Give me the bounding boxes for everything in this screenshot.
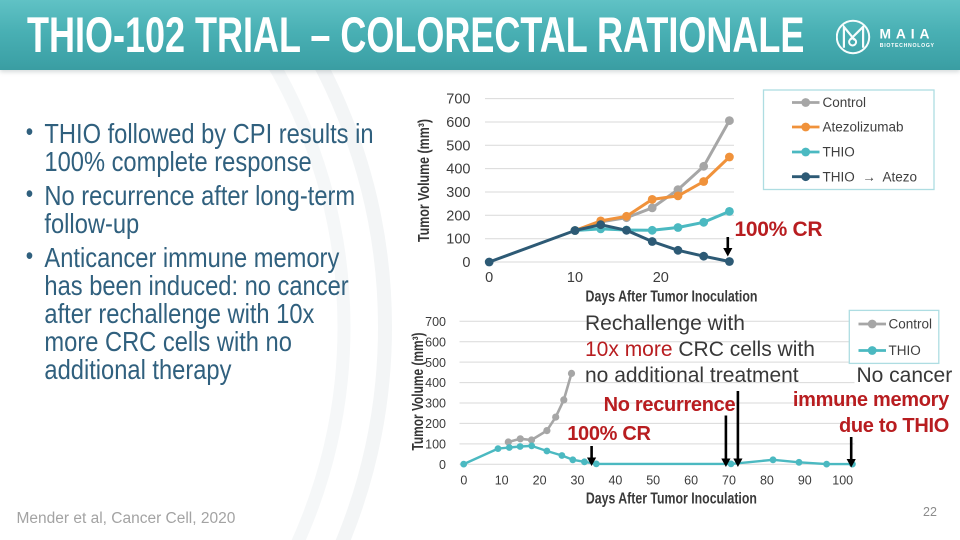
svg-text:100: 100 xyxy=(446,232,470,248)
svg-text:0: 0 xyxy=(462,255,470,271)
svg-text:300: 300 xyxy=(425,397,446,411)
svg-text:300: 300 xyxy=(446,185,470,201)
svg-text:600: 600 xyxy=(446,115,470,131)
svg-text:400: 400 xyxy=(446,162,470,178)
svg-text:Control: Control xyxy=(823,95,867,110)
svg-text:200: 200 xyxy=(425,417,446,431)
svg-text:THIO: THIO xyxy=(889,343,921,358)
svg-text:100: 100 xyxy=(425,438,446,452)
svg-text:70: 70 xyxy=(722,474,736,488)
svg-text:20: 20 xyxy=(653,270,669,286)
svg-text:700: 700 xyxy=(446,92,470,108)
svg-text:30: 30 xyxy=(571,474,585,488)
svg-text:80: 80 xyxy=(760,474,774,488)
svg-text:20: 20 xyxy=(533,474,547,488)
svg-text:100: 100 xyxy=(832,474,853,488)
svg-text:500: 500 xyxy=(425,356,446,370)
svg-text:Days After Tumor Inoculation: Days After Tumor Inoculation xyxy=(586,289,758,306)
svg-text:90: 90 xyxy=(798,474,812,488)
svg-text:THIO → Atezo: THIO → Atezo xyxy=(823,169,918,184)
svg-text:0: 0 xyxy=(460,474,467,488)
svg-text:600: 600 xyxy=(425,335,446,349)
svg-text:0: 0 xyxy=(485,270,493,286)
svg-text:10: 10 xyxy=(495,474,509,488)
svg-text:10: 10 xyxy=(567,270,583,286)
svg-text:Days After Tumor Inoculation: Days After Tumor Inoculation xyxy=(586,491,757,508)
svg-text:40: 40 xyxy=(608,474,622,488)
svg-text:60: 60 xyxy=(684,474,698,488)
svg-text:50: 50 xyxy=(646,474,660,488)
svg-text:BIOTECHNOLOGY: BIOTECHNOLOGY xyxy=(880,43,935,49)
svg-text:400: 400 xyxy=(425,376,446,390)
svg-text:THIO: THIO xyxy=(823,145,855,160)
svg-text:200: 200 xyxy=(446,208,470,224)
svg-text:MAIA: MAIA xyxy=(880,27,935,42)
svg-text:Control: Control xyxy=(889,317,933,332)
svg-text:700: 700 xyxy=(425,315,446,329)
svg-text:Atezolizumab: Atezolizumab xyxy=(823,120,904,135)
svg-text:0: 0 xyxy=(439,458,446,472)
svg-text:500: 500 xyxy=(446,138,470,154)
